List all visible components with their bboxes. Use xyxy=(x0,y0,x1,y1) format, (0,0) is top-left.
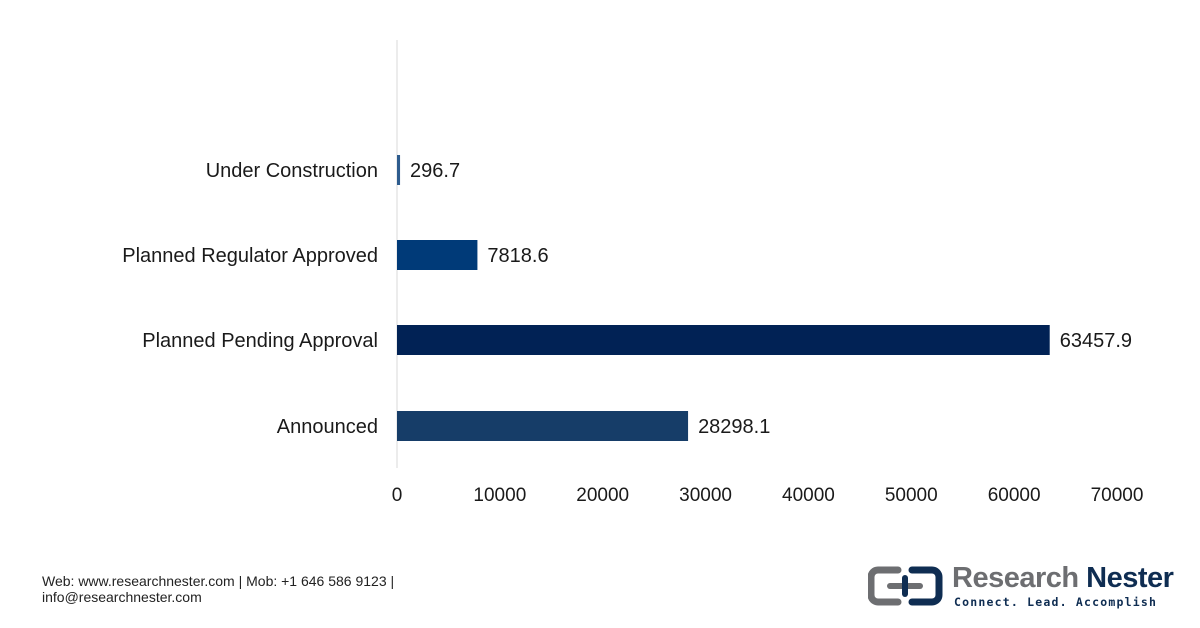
logo-word-nester: Nester xyxy=(1086,562,1174,594)
logo-tagline: Connect. Lead. Accomplish xyxy=(954,595,1158,609)
research-nester-logo: Research Nester Connect. Lead. Accomplis… xyxy=(868,562,1174,612)
bar-1 xyxy=(397,240,478,270)
x-tick-label-5: 50000 xyxy=(885,485,938,506)
data-label-3: 28298.1 xyxy=(698,416,770,438)
data-label-1: 7818.6 xyxy=(487,245,548,267)
x-tick-label-4: 40000 xyxy=(782,485,835,506)
x-tick-label-3: 30000 xyxy=(679,485,732,506)
logo-word-research: Research xyxy=(952,562,1079,594)
category-labels: Under Construction Planned Regulator Appr… xyxy=(122,160,378,438)
data-labels: 296.7 7818.6 63457.9 28298.1 xyxy=(410,160,1132,438)
footer-email: info@researchnester.com xyxy=(42,589,202,605)
category-label-1: Planned Regulator Approved xyxy=(122,245,378,267)
data-label-2: 63457.9 xyxy=(1060,330,1132,352)
x-axis-tick-labels: 0 10000 20000 30000 40000 50000 60000 70000 xyxy=(392,485,1144,506)
category-label-2: Planned Pending Approval xyxy=(142,330,378,352)
x-tick-label-1: 10000 xyxy=(473,485,526,506)
bar-2 xyxy=(397,325,1050,355)
footer-web-phone: Web: www.researchnester.com | Mob: +1 64… xyxy=(42,573,395,589)
x-tick-label-6: 60000 xyxy=(988,485,1041,506)
x-tick-label-7: 70000 xyxy=(1091,485,1144,506)
research-nester-logo-icon xyxy=(868,566,943,606)
category-label-0: Under Construction xyxy=(206,160,378,182)
x-tick-label-2: 20000 xyxy=(576,485,629,506)
data-label-0: 296.7 xyxy=(410,160,460,182)
bar-0 xyxy=(397,155,401,185)
logo-wordmark: Research Nester xyxy=(952,562,1174,595)
footer-contact: Web: www.researchnester.com | Mob: +1 64… xyxy=(42,573,394,605)
bar-3 xyxy=(397,411,689,441)
x-tick-label-0: 0 xyxy=(392,485,403,506)
category-label-3: Announced xyxy=(277,416,378,438)
bar-chart: Under Construction Planned Regulator Appr… xyxy=(122,40,1144,506)
bars-group xyxy=(397,155,1050,441)
